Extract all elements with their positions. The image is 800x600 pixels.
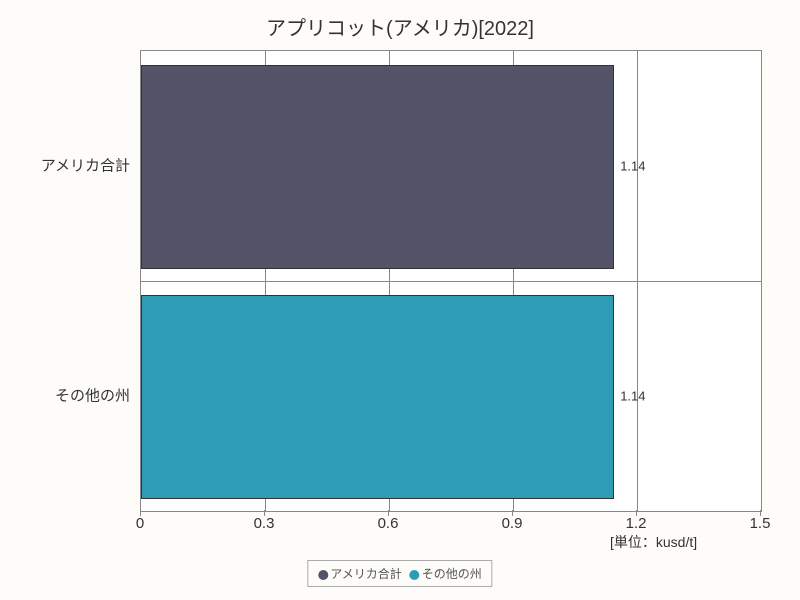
xtick-label: 0.9 <box>502 515 523 532</box>
xtick-mark <box>760 510 761 516</box>
xtick-mark <box>388 510 389 516</box>
bar-value-label: 1.14 <box>620 389 645 404</box>
legend: アメリカ合計 その他の州 <box>307 560 492 587</box>
legend-item: アメリカ合計 <box>318 565 401 582</box>
xtick-label: 1.5 <box>750 515 771 532</box>
legend-label: アメリカ合計 <box>330 567 401 581</box>
legend-label: その他の州 <box>422 567 482 581</box>
legend-dot-icon <box>318 570 328 580</box>
plot-area: 1.14 1.14 <box>140 50 762 512</box>
bar-value-label: 1.14 <box>620 159 645 174</box>
legend-item: その他の州 <box>410 565 482 582</box>
legend-dot-icon <box>410 570 420 580</box>
chart-container: アプリコット(アメリカ)[2022] 1.141.14 アメリカ合計その他の州 … <box>0 0 800 600</box>
xtick-label: 0.6 <box>378 515 399 532</box>
gridline-h <box>141 281 761 282</box>
unit-label: [単位：kusd/t] <box>610 532 697 552</box>
xtick-mark <box>512 510 513 516</box>
xtick-mark <box>636 510 637 516</box>
bar <box>141 65 614 269</box>
y-axis-label: その他の州 <box>55 385 130 406</box>
xtick-label: 1.2 <box>626 515 647 532</box>
xtick-label: 0.3 <box>254 515 275 532</box>
xtick-mark <box>264 510 265 516</box>
gridline-v <box>761 51 762 511</box>
y-axis-label: アメリカ合計 <box>41 155 130 176</box>
xtick-mark <box>140 510 141 516</box>
chart-title: アプリコット(アメリカ)[2022] <box>0 12 800 41</box>
xtick-label: 0 <box>136 515 144 532</box>
bar <box>141 295 614 499</box>
